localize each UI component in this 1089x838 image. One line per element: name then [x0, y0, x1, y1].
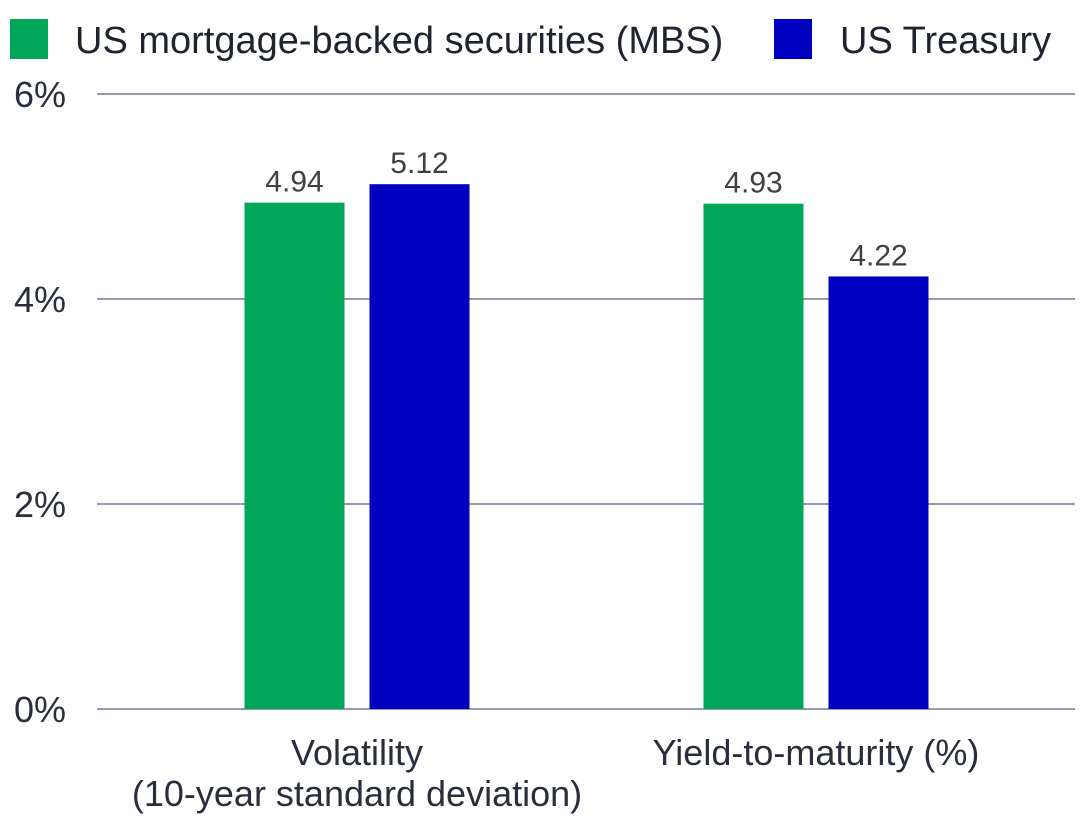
x-category-label: (10-year standard deviation) — [132, 773, 582, 814]
data-label: 5.12 — [390, 147, 448, 180]
bar — [703, 203, 804, 710]
legend-label-mbs: US mortgage-backed securities (MBS) — [75, 20, 723, 62]
legend-swatch-treasury — [774, 19, 812, 59]
bar — [244, 202, 345, 709]
bars — [244, 184, 929, 710]
legend-swatch-mbs — [10, 19, 48, 59]
legend-label-treasury: US Treasury — [840, 20, 1051, 62]
bar — [828, 276, 929, 709]
data-label: 4.93 — [724, 167, 782, 200]
y-tick-label: 2% — [14, 484, 66, 525]
x-axis-categories: Volatility(10-year standard deviation) Yi… — [132, 732, 979, 814]
y-tick-label: 6% — [14, 74, 66, 115]
bar — [369, 184, 470, 709]
y-tick-label: 0% — [14, 689, 66, 730]
y-axis-ticks: 0% 2% 4% 6% — [14, 74, 66, 730]
y-tick-label: 4% — [14, 279, 66, 320]
data-labels: 4.94 5.12 4.93 4.22 — [265, 147, 907, 272]
legend: US mortgage-backed securities (MBS) US T… — [10, 19, 1051, 62]
x-category-label: Yield-to-maturity (%) — [653, 732, 980, 773]
x-category-label: Volatility — [291, 732, 423, 773]
data-label: 4.94 — [265, 166, 323, 199]
data-label: 4.22 — [849, 239, 907, 272]
